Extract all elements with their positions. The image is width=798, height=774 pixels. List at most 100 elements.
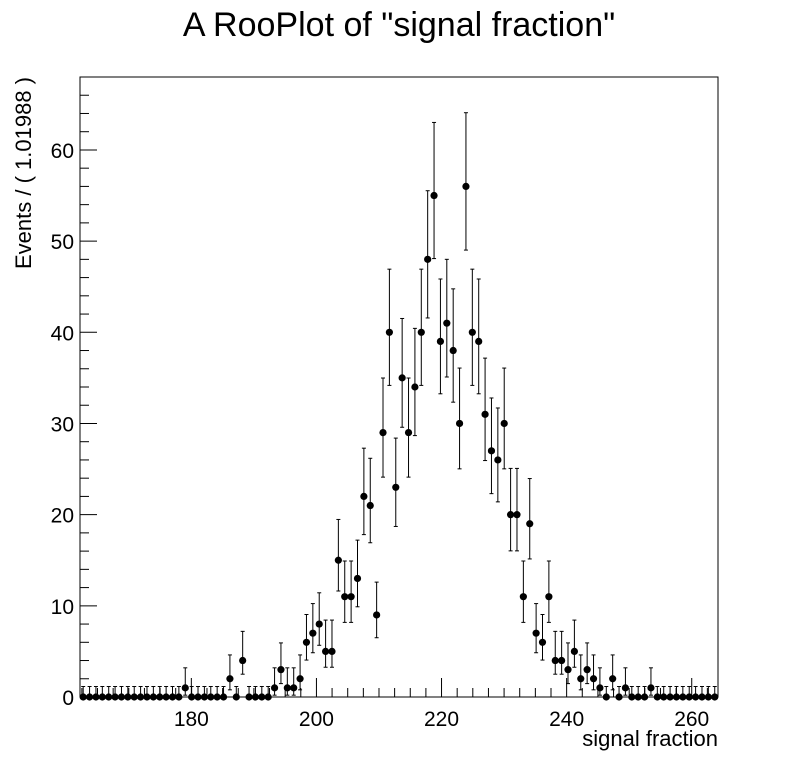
data-point <box>188 686 196 701</box>
data-marker <box>341 593 349 601</box>
data-point <box>264 686 272 701</box>
data-point <box>366 457 374 544</box>
data-marker <box>513 511 521 519</box>
data-marker <box>647 684 655 692</box>
data-marker <box>264 693 272 701</box>
data-marker <box>526 520 534 528</box>
data-point <box>487 397 496 495</box>
data-point <box>245 686 253 701</box>
data-point <box>698 686 706 701</box>
data-marker <box>436 337 445 346</box>
data-marker <box>334 556 342 564</box>
data-point <box>328 619 336 668</box>
data-marker <box>392 483 400 491</box>
data-marker <box>596 684 604 692</box>
data-marker <box>500 419 508 428</box>
data-marker <box>640 693 649 701</box>
data-point <box>704 686 712 701</box>
data-marker <box>481 410 489 418</box>
data-marker <box>360 492 368 501</box>
y-tick-label: 30 <box>51 413 74 436</box>
data-point <box>653 686 661 701</box>
data-point <box>404 377 413 478</box>
data-point <box>545 560 553 623</box>
data-point <box>679 686 687 701</box>
data-marker <box>679 693 687 701</box>
data-marker <box>494 456 502 464</box>
data-point <box>468 268 476 386</box>
data-marker <box>98 693 106 701</box>
data-point <box>200 686 208 701</box>
data-point <box>609 654 617 691</box>
data-marker <box>551 656 559 665</box>
data-point <box>615 686 623 701</box>
data-point <box>519 560 527 623</box>
data-point <box>513 467 521 552</box>
data-point <box>455 367 464 470</box>
data-point <box>360 447 368 536</box>
data-marker <box>124 693 132 701</box>
data-marker <box>475 337 483 346</box>
data-marker <box>455 419 464 428</box>
data-point <box>124 686 132 701</box>
data-point <box>353 539 362 608</box>
data-point <box>277 642 285 685</box>
data-point <box>341 560 349 623</box>
data-point <box>194 686 202 701</box>
data-point <box>564 642 572 685</box>
data-point <box>130 686 138 701</box>
data-point <box>417 268 425 386</box>
data-marker <box>462 182 470 191</box>
data-point <box>392 437 400 527</box>
data-point <box>660 686 668 701</box>
data-marker <box>660 693 668 701</box>
data-marker <box>506 511 515 519</box>
data-point <box>162 686 170 701</box>
x-tick-label: 220 <box>424 708 459 731</box>
data-marker <box>385 328 393 336</box>
y-tick-label: 10 <box>51 596 74 619</box>
data-point <box>589 654 598 691</box>
data-marker <box>691 693 700 701</box>
data-point <box>640 686 649 701</box>
data-marker <box>398 374 406 382</box>
data-point <box>583 642 591 685</box>
y-tick-label: 40 <box>51 322 74 345</box>
data-point <box>137 686 145 701</box>
data-point <box>481 357 489 462</box>
data-marker <box>449 346 457 355</box>
data-marker <box>245 693 253 701</box>
data-point <box>168 686 177 701</box>
data-points <box>79 112 719 701</box>
data-point <box>424 190 432 319</box>
data-marker <box>538 638 547 646</box>
data-point <box>219 686 228 701</box>
data-point <box>283 667 291 696</box>
data-point <box>175 686 183 701</box>
data-marker <box>315 620 323 628</box>
data-marker <box>194 693 202 701</box>
data-point <box>334 518 342 592</box>
data-marker <box>105 693 113 701</box>
data-point <box>111 686 119 701</box>
data-point <box>98 686 106 701</box>
data-point <box>296 654 304 691</box>
data-marker <box>130 693 138 701</box>
data-point <box>207 686 215 701</box>
x-axis: 180 200 220 240 260 <box>81 678 709 731</box>
y-axis: 0 10 20 30 40 50 60 <box>51 76 97 710</box>
data-marker <box>175 693 183 701</box>
x-axis-label: signal fraction <box>582 726 718 751</box>
data-marker <box>698 693 706 701</box>
data-marker <box>519 593 527 601</box>
data-point <box>411 327 419 437</box>
data-point <box>117 686 126 701</box>
data-point <box>506 467 515 552</box>
data-marker <box>162 693 170 701</box>
data-marker <box>628 693 636 701</box>
data-marker <box>290 684 298 692</box>
data-point <box>79 686 87 701</box>
data-point <box>373 581 381 639</box>
data-marker <box>558 656 566 665</box>
